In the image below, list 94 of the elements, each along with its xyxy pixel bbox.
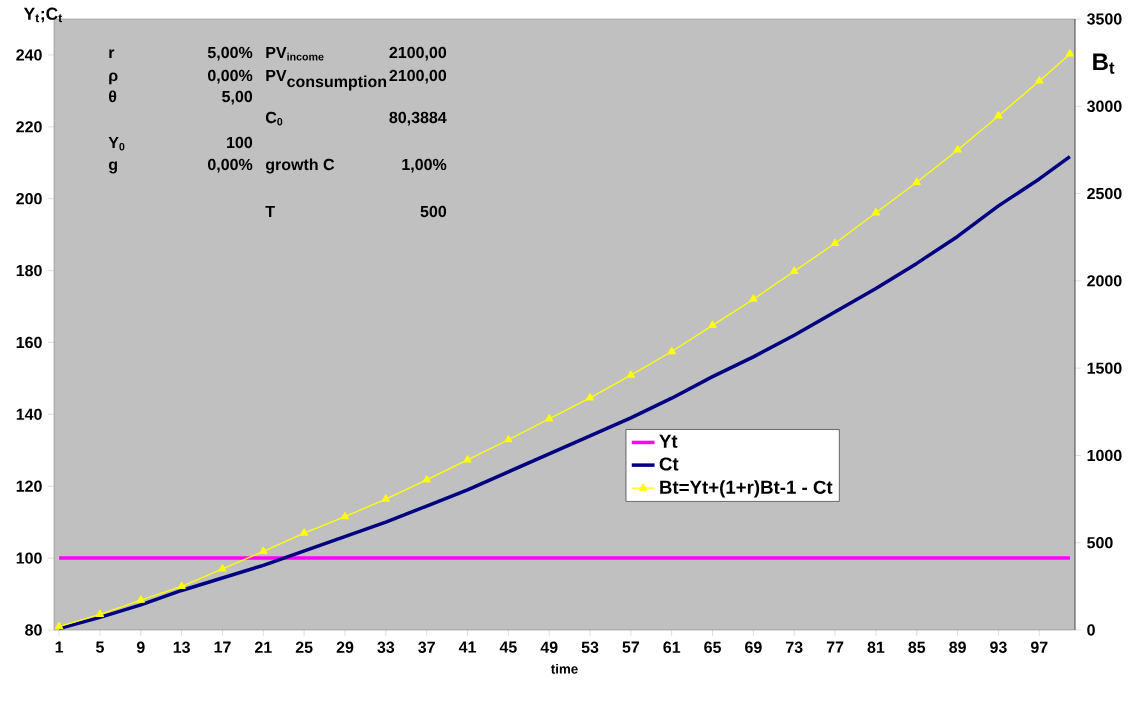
point (708, 320, 717, 329)
x-tick-label: 45 (499, 641, 517, 653)
annotation: 5,00 (222, 90, 253, 105)
x-tick-label: 21 (254, 641, 272, 653)
x-tick-label: 73 (786, 641, 803, 653)
y-axis-title: Y$_{t}$;C$_{t}$ (23, 7, 63, 23)
x-tick-label: 17 (214, 641, 231, 653)
legend-label: Ct (659, 457, 679, 471)
x-tick-label: 65 (704, 641, 721, 653)
x-tick-label: 29 (336, 641, 354, 653)
annotation: Y$_{0}$ (108, 137, 125, 151)
point (504, 435, 513, 443)
annotation: 500 (420, 205, 447, 218)
point (300, 528, 309, 536)
point (1035, 76, 1044, 84)
annotation: 0,00% (208, 69, 253, 84)
y-tick-label: 120 (16, 480, 42, 492)
annotation: C$_{0}$ (265, 111, 283, 126)
point (994, 111, 1003, 119)
point (749, 294, 758, 302)
y-tick-label: 140 (16, 408, 42, 420)
y-tick-label: 160 (16, 336, 42, 349)
annotation: 100 (227, 136, 253, 149)
point (953, 145, 962, 153)
point (830, 238, 840, 246)
annotation: θ (108, 90, 117, 103)
x-tick-label: 61 (663, 641, 681, 653)
legend-label: Bt=Yt+(1+r)Bt-1 - Ct (660, 480, 833, 498)
y-tick-label: 100 (16, 552, 42, 564)
y-tick-label: 80 (25, 624, 42, 636)
point (54, 621, 64, 630)
x-tick-label: 85 (908, 641, 926, 653)
y-tick-label: 200 (16, 193, 42, 205)
y2-tick-label: 1500 (1087, 362, 1122, 374)
annotation: T (265, 206, 275, 217)
point (463, 455, 472, 463)
annotation: 2100,00 (389, 46, 447, 61)
point (422, 475, 431, 483)
x-tick-label: 97 (1030, 641, 1048, 653)
point (626, 370, 635, 378)
annotation: 1,00% (402, 158, 447, 173)
y2-tick-label: 2000 (1087, 275, 1122, 287)
x-tick-label: 77 (826, 641, 844, 653)
x-tick-label: 33 (377, 641, 395, 653)
y-tick-label: 240 (16, 49, 42, 61)
x-axis-title: time (550, 663, 578, 674)
y2-tick-label: 0 (1087, 624, 1095, 636)
x-tick-label: 57 (622, 641, 640, 653)
point (177, 581, 186, 590)
point (545, 414, 554, 422)
annotation: g (108, 161, 117, 174)
y2-tick-label: 500 (1087, 537, 1113, 549)
annotation: PV$_{income}$ (266, 47, 324, 61)
annotation: growth C (265, 158, 335, 174)
y2-tick-label: 1000 (1087, 449, 1122, 462)
point (218, 564, 227, 572)
point (136, 595, 145, 603)
annotation: r (109, 49, 115, 58)
annotation: $\textbf{PV}_{\textbf{consumption}}$ (266, 70, 387, 91)
point (871, 208, 881, 216)
y2-axis-title: B$_{t}$ (1093, 53, 1115, 74)
annotation: ρ (109, 72, 118, 85)
point (381, 494, 390, 502)
annotation: 2100,00 (389, 69, 447, 84)
x-tick-label: 53 (581, 641, 599, 653)
point (259, 546, 268, 555)
x-tick-label: 41 (458, 641, 476, 653)
point (912, 177, 921, 185)
y2-tick-label: 3000 (1086, 100, 1122, 112)
point (1065, 49, 1075, 57)
y-tick-label: 180 (16, 264, 42, 277)
point (667, 346, 676, 355)
annotation: 5,00% (207, 46, 253, 61)
y2-tick-label: 3500 (1086, 13, 1122, 25)
x-tick-label: 37 (418, 641, 435, 653)
x-tick-label: 5 (96, 641, 104, 653)
x-tick-label: 1 (55, 641, 64, 653)
x-tick-label: 81 (867, 641, 885, 653)
x-tick-label: 9 (136, 641, 145, 653)
x-tick-label: 13 (173, 641, 190, 653)
x-tick-label: 93 (990, 641, 1007, 653)
legend-label: Yt (659, 434, 678, 448)
y-tick-label: 220 (16, 121, 42, 133)
point (585, 393, 595, 401)
x-tick-label: 89 (949, 641, 966, 653)
point (790, 266, 799, 274)
point (340, 511, 350, 520)
annotation: 0,00% (208, 158, 253, 173)
x-tick-label: 49 (540, 641, 558, 653)
x-tick-label: 25 (295, 641, 313, 653)
annotation: 80,3884 (389, 111, 447, 126)
point (95, 609, 105, 617)
y2-tick-label: 2500 (1087, 187, 1122, 200)
x-tick-label: 69 (745, 641, 762, 653)
